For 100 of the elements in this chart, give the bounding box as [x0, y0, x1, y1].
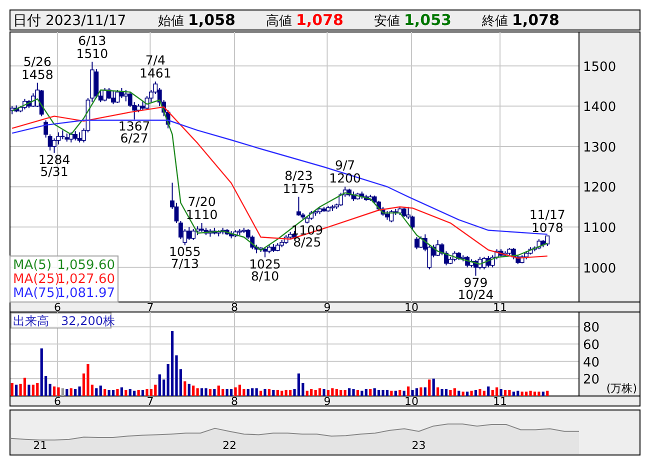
bar: [360, 390, 364, 396]
bar: [462, 392, 464, 396]
bar: [74, 389, 77, 396]
bar: [32, 384, 34, 396]
y-tick-label: 40: [583, 355, 600, 370]
candlestick: [115, 90, 120, 104]
bar: [196, 388, 199, 396]
bar: [533, 392, 536, 396]
bar: [288, 390, 292, 396]
bar: [364, 389, 368, 396]
candlestick: [191, 228, 196, 240]
annotation: 8/23 1175: [282, 168, 315, 196]
candlestick: [545, 235, 550, 246]
bar: [500, 389, 502, 396]
bar: [520, 392, 524, 396]
annotation: 1025 8/10: [249, 256, 281, 284]
bar: [124, 390, 128, 396]
bar: [28, 384, 30, 396]
bar: [487, 386, 490, 396]
bar: [99, 386, 102, 396]
candlestick: [111, 90, 116, 105]
bar: [402, 390, 406, 396]
bar: [146, 389, 148, 396]
bar: [184, 381, 186, 396]
x-tick-label: 9: [324, 301, 331, 314]
bar: [318, 388, 322, 396]
bar: [104, 389, 106, 396]
bar: [208, 389, 212, 396]
candlestick: [119, 88, 124, 99]
candlestick: [389, 210, 394, 223]
bar: [335, 389, 338, 396]
annotation: 1,027.60: [57, 272, 115, 287]
x-tick-label: 22: [222, 439, 236, 452]
bar: [470, 390, 473, 396]
bar: [40, 348, 43, 396]
bar: [23, 378, 26, 396]
text: 1,078: [296, 11, 344, 29]
x-tick-label: 8: [230, 395, 238, 408]
candlestick: [418, 236, 424, 248]
candlestick: [186, 226, 192, 240]
annotation: 1055 7/13: [169, 244, 201, 272]
bar: [322, 389, 326, 396]
bar: [352, 389, 355, 396]
bar: [466, 392, 469, 396]
bar: [264, 389, 266, 396]
candlestick: [102, 88, 108, 102]
bar: [158, 374, 161, 396]
bar: [141, 390, 144, 396]
candlestick: [124, 90, 128, 102]
bar: [154, 384, 157, 396]
bar: [170, 331, 174, 396]
bar: [382, 390, 384, 396]
candlestick: [414, 236, 419, 250]
annotation: 11/17 1078: [529, 206, 566, 235]
bar: [36, 383, 39, 396]
annotation: 7/20 1110: [186, 194, 218, 222]
bar: [108, 390, 110, 396]
bar: [272, 390, 275, 396]
bar: [369, 389, 372, 396]
bar: [66, 389, 68, 396]
bar: [61, 388, 64, 396]
annotation: 979 10/24: [458, 274, 494, 302]
bar: [314, 390, 317, 396]
y-tick-label: 1200: [583, 180, 616, 196]
annotation: 5/26 1458: [21, 54, 54, 82]
x-tick-label: 6: [54, 395, 61, 408]
x-tick-label: 8: [230, 301, 238, 314]
bar: [407, 386, 410, 396]
bar: [259, 390, 262, 396]
bar: [415, 388, 418, 396]
bar: [78, 386, 81, 396]
x-tick-label: 7: [146, 301, 154, 314]
bar: [491, 390, 494, 396]
bar: [213, 389, 216, 396]
candlestick: [77, 132, 82, 143]
x-tick-label: 7: [146, 395, 154, 408]
bar: [128, 389, 132, 396]
bar: [444, 389, 448, 396]
text: 1,058: [188, 11, 236, 29]
text: MA(25): [13, 272, 60, 287]
bar: [133, 390, 136, 396]
y-tick-label: 80: [583, 320, 600, 336]
bar: [284, 390, 288, 396]
annotation: 6/13 1510: [76, 32, 108, 61]
bar: [411, 390, 414, 396]
y-tick-label: 1000: [583, 261, 616, 276]
bar: [86, 364, 90, 396]
bar: [280, 390, 284, 396]
text: 安値: [374, 13, 400, 29]
x-tick-label: 21: [33, 439, 48, 452]
bar: [344, 390, 346, 396]
bar: [390, 390, 393, 396]
bar: [340, 390, 342, 396]
annotation: 1367 6/27: [118, 118, 150, 146]
bar: [188, 384, 190, 396]
bar: [440, 389, 444, 396]
bar: [95, 388, 98, 396]
annotation: 1,059.60: [57, 258, 115, 273]
bar: [326, 390, 330, 396]
bar: [525, 392, 528, 396]
